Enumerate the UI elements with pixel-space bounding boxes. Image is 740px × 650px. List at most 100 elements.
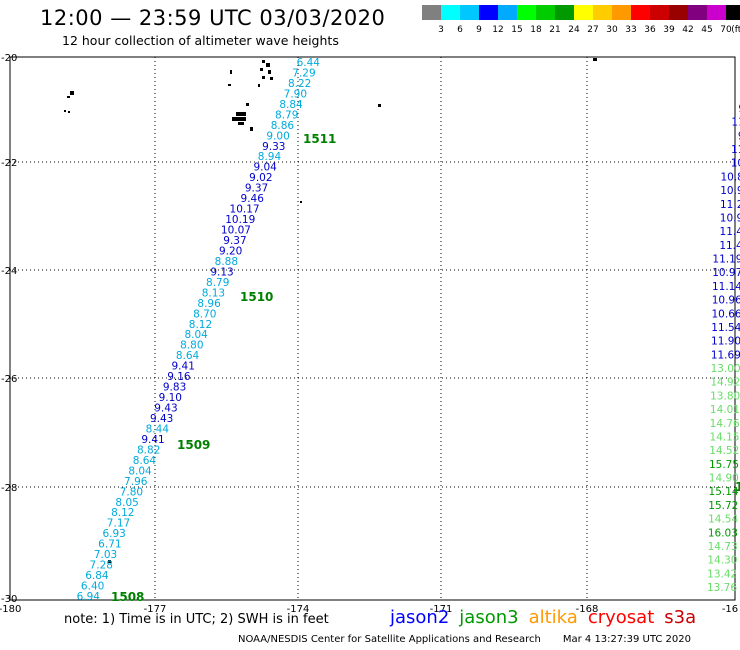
wave-height-label: 9.00	[266, 130, 289, 142]
legend-tick: 9	[476, 25, 482, 35]
legend-unit: (ft)	[731, 25, 740, 35]
lat-tick-label: -22	[1, 158, 17, 169]
wave-height-label: 11.14	[712, 281, 740, 293]
wave-height-label: 9.20	[219, 245, 242, 257]
wave-height-label: 6.71	[98, 539, 121, 551]
wave-height-label: 9	[738, 103, 740, 115]
wave-height-label: 8.79	[206, 277, 229, 289]
wave-height-label: 15.14	[709, 486, 739, 498]
island-shape	[262, 60, 265, 63]
wave-height-label: 8.82	[137, 444, 160, 456]
grid-lines	[10, 57, 735, 600]
satellite-name: cryosat	[587, 607, 655, 628]
legend-swatch	[422, 5, 441, 20]
wave-height-label: 10.96	[712, 295, 740, 307]
axis-labels: -180 -177 -174 -171 -168 -16 -20 -22 -24 -26 -28 -3…	[0, 53, 738, 615]
wave-height-label: 6.84	[85, 570, 109, 582]
wave-height-label: 6.44	[297, 57, 321, 69]
wave-height-label: 11.54	[711, 322, 740, 334]
island-shape	[230, 70, 232, 74]
wave-height-label: 10.17	[230, 204, 260, 216]
lon-tick-label: -168	[576, 604, 599, 615]
wave-height-label: 7.17	[107, 518, 130, 530]
island-shape	[228, 84, 231, 86]
legend-tick: 18	[530, 25, 542, 35]
credit-text: NOAA/NESDIS Center for Satellite Applica…	[238, 634, 541, 645]
legend-tick: 45	[701, 25, 713, 35]
wave-height-label: 7.90	[284, 88, 307, 100]
wave-height-label: 14.73	[708, 541, 738, 553]
island-shape	[268, 70, 271, 74]
wave-height-label: 9.83	[163, 382, 186, 394]
island-shape	[250, 127, 253, 131]
wave-height-label: 10.07	[221, 225, 251, 237]
wave-height-label: 8.04	[128, 465, 152, 477]
island-shape	[593, 58, 597, 61]
legend-swatch	[574, 5, 593, 20]
satellite-legend: jason2 jason3 altika cryosat s3a	[390, 607, 706, 628]
wave-height-label: 9.16	[167, 371, 191, 383]
legend-tick: 6	[457, 25, 463, 35]
wave-height-label: 8.64	[133, 455, 157, 467]
wave-height-label: 10	[731, 158, 740, 170]
pass-labels: 1511 1510 1509 1508 1	[111, 132, 740, 604]
wave-height-label: 7.28	[90, 560, 113, 572]
legend-tick: 24	[568, 25, 580, 35]
island-shape	[270, 77, 273, 80]
pass-number-label: 1	[735, 480, 740, 494]
satellite-name: altika	[528, 607, 578, 628]
wave-height-label: 7.03	[94, 549, 117, 561]
wave-height-label: 8.86	[271, 120, 295, 132]
island-shape	[260, 68, 263, 71]
legend-swatch	[460, 5, 479, 20]
wave-height-label: 6.93	[102, 528, 125, 540]
legend-swatch	[650, 5, 669, 20]
wave-height-label: 14.52	[709, 445, 739, 457]
wave-height-label: 10.8	[720, 171, 740, 183]
units-note: note: 1) Time is in UTC; 2) SWH is in fe…	[64, 612, 329, 627]
wave-height-label: 14.76	[710, 418, 740, 430]
wave-height-label: 9.41	[172, 361, 195, 373]
island-shape	[70, 91, 74, 95]
island-shape	[67, 96, 70, 98]
wave-height-label: 8.94	[258, 151, 282, 163]
island-shape	[236, 112, 246, 116]
wave-height-label: 8.12	[111, 507, 134, 519]
wave-height-label: 8.64	[176, 350, 200, 362]
wave-height-label: 16.03	[708, 527, 738, 539]
wave-height-label: 10.97	[712, 267, 740, 279]
satellite-name: jason3	[459, 607, 519, 628]
wave-height-label: 9.43	[154, 403, 177, 415]
legend-swatch	[536, 5, 555, 20]
lon-tick-label: -16	[722, 604, 738, 615]
island-shape	[300, 201, 302, 203]
wave-height-label: 14.90	[709, 473, 739, 485]
lon-tick-label: -180	[0, 604, 21, 615]
lat-tick-label: -24	[1, 266, 17, 277]
wave-height-label: 7.96	[124, 476, 148, 488]
satellite-name: s3a	[664, 607, 697, 628]
wave-height-label: 8.05	[115, 497, 138, 509]
lat-tick-label: -28	[1, 483, 17, 494]
legend-tick: 21	[549, 25, 561, 35]
wave-height-label: 7.80	[120, 486, 143, 498]
wave-height-label: 11.2	[720, 199, 740, 211]
chart-title: 12:00 — 23:59 UTC 03/03/2020	[40, 6, 386, 30]
wave-height-label: 10.9	[720, 185, 740, 197]
legend-swatch	[612, 5, 631, 20]
wave-height-label: 11	[731, 144, 740, 156]
legend-tick: 33	[625, 25, 637, 35]
wave-height-label: 9.33	[262, 141, 285, 153]
wave-height-label: 14.92	[710, 377, 740, 389]
track-east: 9119111010.810.911.210.911.411.411.1910.…	[707, 103, 740, 594]
wave-height-label: 13.42	[707, 568, 737, 580]
wave-height-label: 9.37	[245, 183, 268, 195]
wave-height-label: 13.80	[710, 390, 740, 402]
wave-height-label: 9.04	[253, 162, 277, 174]
legend-swatch	[593, 5, 612, 20]
pass-number-label: 1509	[177, 438, 210, 452]
legend-swatch	[555, 5, 574, 20]
legend-tick: 15	[511, 25, 523, 35]
island-shape	[378, 104, 381, 107]
